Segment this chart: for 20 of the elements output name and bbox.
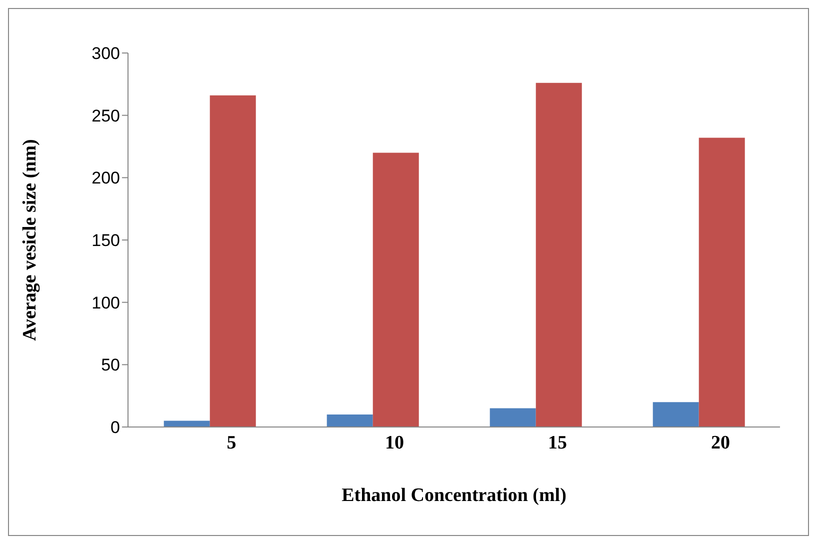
bar — [490, 408, 536, 427]
y-tick-label: 50 — [101, 356, 120, 375]
x-axis-title: Ethanol Concentration (ml) — [342, 485, 566, 506]
y-tick-label: 300 — [92, 44, 120, 64]
y-tick-label: 250 — [92, 106, 120, 126]
y-tick-label: 200 — [92, 168, 120, 188]
x-tick-label: 5 — [226, 432, 236, 454]
bar — [326, 414, 373, 427]
x-tick-label: 10 — [385, 432, 404, 454]
y-tick-label: 100 — [92, 293, 120, 312]
y-axis-title: Average vesicle size (nm) — [20, 139, 41, 341]
x-tick-label: 20 — [711, 432, 730, 454]
y-tick-label: 150 — [92, 231, 120, 250]
bar — [698, 138, 745, 427]
bar — [652, 402, 699, 427]
bar — [372, 152, 419, 427]
bar — [536, 82, 582, 427]
bar — [210, 95, 256, 427]
x-tick-label: 15 — [548, 432, 567, 454]
y-tick-label: 0 — [110, 418, 120, 438]
